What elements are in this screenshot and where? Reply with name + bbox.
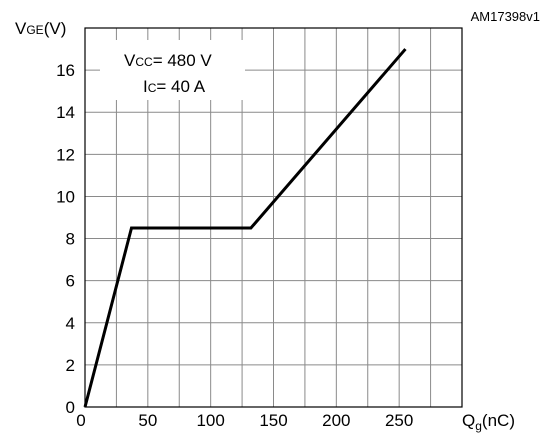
x-tick-label: 100 (196, 411, 224, 430)
y-tick-label: 8 (66, 230, 75, 249)
y-tick-labels: 0 2 4 6 8 10 12 14 16 (56, 61, 75, 417)
annotation-vcc: VCC= 480 V (124, 51, 212, 70)
y-axis-label: VGE(V) (15, 19, 66, 38)
y-tick-label: 4 (66, 314, 75, 333)
figure-id: AM17398v1 (471, 9, 540, 24)
y-tick-label: 0 (66, 398, 75, 417)
y-tick-label: 14 (56, 103, 75, 122)
x-tick-label: 50 (138, 411, 157, 430)
series-group (83, 48, 407, 408)
y-tick-label: 10 (56, 187, 75, 206)
y-tick-label: 12 (56, 145, 75, 164)
x-tick-label: 250 (385, 411, 413, 430)
x-tick-label: 200 (322, 411, 350, 430)
x-axis-label: Qg(nC) (462, 411, 515, 433)
plot-frame (84, 27, 463, 408)
y-tick-label: 6 (66, 272, 75, 291)
annotation-background (100, 40, 245, 100)
annotation-ic: IC= 40 A (143, 77, 206, 96)
y-tick-label: 2 (66, 356, 75, 375)
x-tick-label: 0 (76, 411, 85, 430)
x-tick-label: 150 (259, 411, 287, 430)
series-line (83, 48, 407, 408)
x-tick-labels: 0 50 100 150 200 250 (76, 411, 413, 430)
y-tick-label: 16 (56, 61, 75, 80)
grid (85, 28, 462, 407)
